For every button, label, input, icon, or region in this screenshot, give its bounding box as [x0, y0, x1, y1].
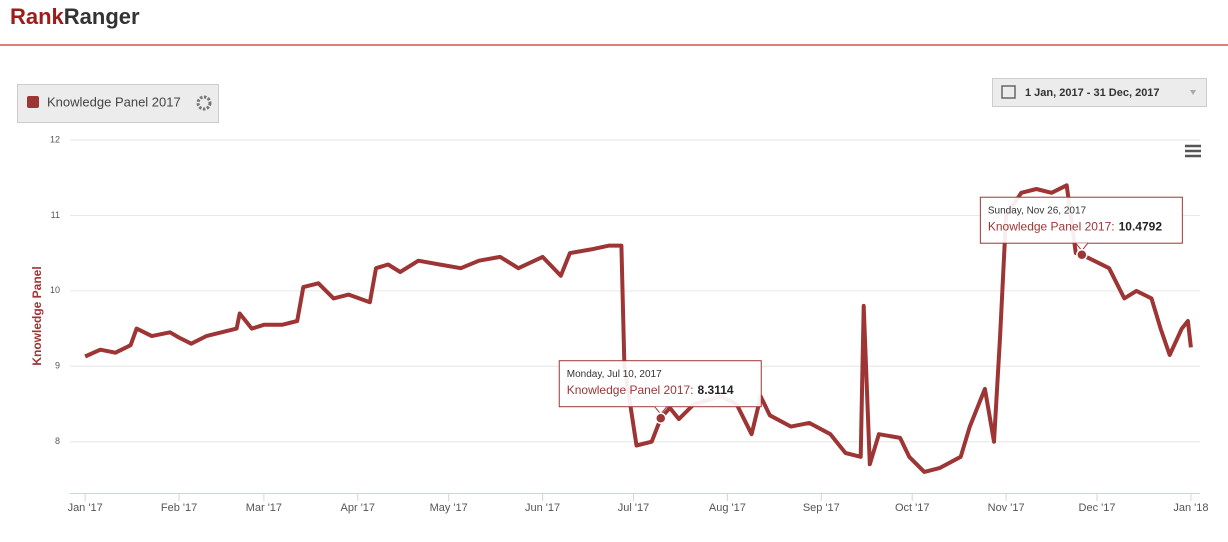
tooltip-value: 10.4792: [1119, 220, 1163, 234]
tooltip-date: Sunday, Nov 26, 2017: [988, 205, 1087, 216]
y-tick-label: 9: [55, 361, 60, 371]
tooltip-marker: [655, 412, 667, 424]
x-tick-label: Dec '17: [1079, 502, 1116, 514]
y-tick-label: 12: [50, 134, 60, 144]
tooltip-value: 8.3114: [698, 383, 734, 397]
x-tick-label: Aug '17: [709, 502, 746, 514]
menu-icon[interactable]: [1185, 144, 1201, 158]
y-tick-label: 8: [55, 436, 60, 446]
tooltip-label: Knowledge Panel 2017:: [567, 383, 694, 397]
legend-button[interactable]: Knowledge Panel 2017: [17, 84, 219, 123]
date-range[interactable]: 1 Jan, 2017 - 31 Dec, 2017: [1025, 87, 1160, 99]
x-tick-label: May '17: [430, 502, 468, 514]
tooltip-body: Knowledge Panel 2017: 8.3114: [567, 383, 734, 397]
logo-rank: Rank: [10, 4, 65, 29]
y-tick-label: 11: [51, 210, 60, 220]
tooltip: Sunday, Nov 26, 2017 Knowledge Panel 2017…: [979, 196, 1183, 261]
x-tick-label: Oct '17: [895, 502, 930, 514]
tooltip-box: [558, 360, 762, 408]
legend-label[interactable]: Knowledge Panel 2017: [47, 94, 181, 109]
x-tick-label: Sep '17: [803, 502, 840, 514]
x-tick-label: Jan '17: [68, 502, 103, 514]
tooltip-date: Monday, Jul 10, 2017: [567, 369, 662, 380]
x-tick-label: Jun '17: [525, 502, 560, 514]
tooltip-body: Knowledge Panel 2017: 10.4792: [988, 220, 1162, 234]
calendar-icon: [1001, 85, 1016, 99]
tooltip-label: Knowledge Panel 2017:: [988, 220, 1115, 234]
x-tick-label: Mar '17: [246, 502, 282, 514]
logo: RankRanger: [10, 4, 140, 29]
date-picker[interactable]: 1 Jan, 2017 - 31 Dec, 2017: [992, 78, 1207, 107]
settings-icon[interactable]: [196, 95, 212, 111]
x-tick-label: Apr '17: [341, 502, 376, 514]
y-axis-title: Knowledge Panel: [30, 266, 44, 365]
date-picker-bg[interactable]: [992, 78, 1207, 107]
y-tick-label: 10: [50, 285, 60, 295]
tooltip-marker: [1076, 248, 1088, 261]
series-line: [84, 183, 1193, 474]
x-tick-label: Feb '17: [161, 502, 197, 514]
legend-swatch: [27, 96, 39, 108]
dropdown-arrow: [1190, 90, 1196, 95]
tooltip-box: [979, 196, 1183, 244]
header: [0, 0, 1228, 45]
x-tick-label: Jan '18: [1173, 502, 1208, 514]
x-tick-label: Nov '17: [988, 502, 1025, 514]
tooltip: Monday, Jul 10, 2017 Knowledge Panel 2017…: [558, 360, 762, 424]
x-tick-label: Jul '17: [618, 502, 649, 514]
legend-button-bg[interactable]: [17, 84, 219, 123]
logo-ranger: Ranger: [64, 4, 140, 29]
